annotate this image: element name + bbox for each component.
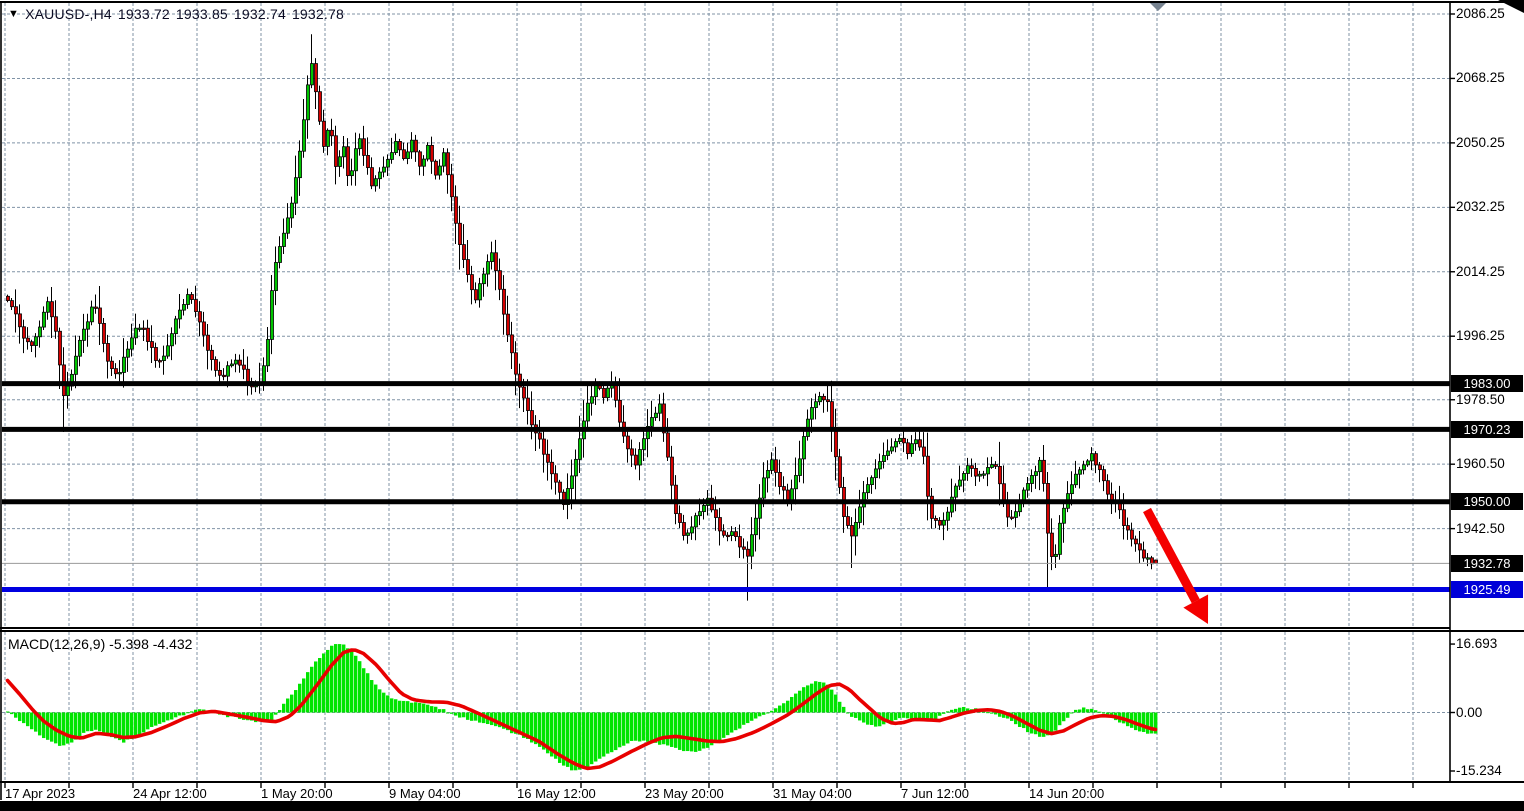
chart-collapse-icon[interactable]: ▼: [8, 8, 20, 20]
price-line-label: 1950.00: [1451, 493, 1523, 511]
macd-tick-label: 0.00: [1456, 704, 1483, 720]
time-axis-label: 9 May 04:00: [389, 786, 461, 801]
macd-current-value: -5.398: [109, 636, 149, 652]
price-line-label: 1970.23: [1451, 420, 1523, 438]
price-tick-label: 2014.25: [1456, 263, 1505, 279]
time-axis-label: 14 Jun 20:00: [1029, 786, 1105, 801]
bottom-status-bar: [0, 801, 1524, 811]
price-line-label: 1925.49: [1451, 581, 1523, 599]
time-axis-label: 7 Jun 12:00: [901, 786, 969, 801]
price-tick-label: 2068.25: [1456, 70, 1505, 86]
price-line-label: 1983.00: [1451, 375, 1523, 393]
symbol-period-label: XAUUSD-,H4: [25, 6, 112, 22]
time-axis-label: 16 May 12:00: [517, 786, 596, 801]
price-tick-label: 2086.25: [1456, 6, 1505, 21]
chart-title: ▼ XAUUSD-,H4 1933.72 1933.85 1932.74 193…: [8, 6, 344, 22]
time-axis-label: 31 May 04:00: [773, 786, 852, 801]
macd-tick-label: -15.234: [1456, 762, 1502, 778]
price-tick-label: 1960.50: [1456, 456, 1505, 472]
macd-tick-label: 16.693: [1456, 636, 1498, 652]
macd-name: MACD(12,26,9): [8, 636, 106, 652]
price-tick-label: 1942.50: [1456, 520, 1505, 536]
ohlc-low: 1932.74: [233, 6, 286, 22]
macd-indicator-label: MACD(12,26,9) -5.398 -4.432: [8, 636, 192, 652]
corner-marker: [1498, 0, 1524, 13]
ohlc-open: 1933.72: [117, 6, 170, 22]
time-axis-label: 24 Apr 12:00: [133, 786, 207, 801]
time-axis-label: 23 May 20:00: [645, 786, 724, 801]
ohlc-close: 1932.78: [291, 6, 344, 22]
price-line-label: 1932.78: [1451, 554, 1523, 572]
time-axis-label: 1 May 20:00: [261, 786, 333, 801]
price-tick-label: 2050.25: [1456, 134, 1505, 150]
macd-signal-value: -4.432: [152, 636, 193, 652]
ohlc-high: 1933.85: [175, 6, 228, 22]
price-tick-label: 1978.50: [1456, 391, 1505, 407]
price-tick-label: 2032.25: [1456, 199, 1505, 215]
price-tick-label: 1996.25: [1456, 328, 1505, 344]
time-axis-label: 17 Apr 2023: [5, 786, 76, 801]
